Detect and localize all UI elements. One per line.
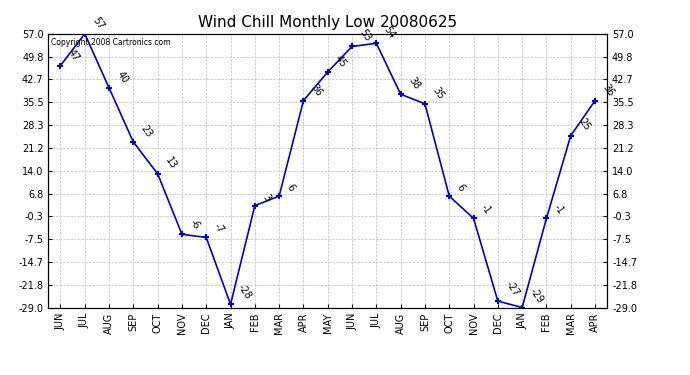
Text: 53: 53 — [357, 28, 373, 44]
Text: 35: 35 — [431, 85, 446, 101]
Text: -7: -7 — [212, 221, 226, 235]
Text: -28: -28 — [236, 283, 253, 302]
Text: 54: 54 — [382, 25, 397, 40]
Text: 6: 6 — [455, 183, 466, 193]
Text: 3: 3 — [260, 192, 272, 203]
Text: -1: -1 — [479, 202, 493, 216]
Text: -6: -6 — [188, 218, 201, 231]
Text: 45: 45 — [333, 53, 348, 69]
Text: 25: 25 — [576, 117, 591, 133]
Text: 6: 6 — [285, 183, 297, 193]
Text: 38: 38 — [406, 76, 422, 92]
Text: -1: -1 — [552, 202, 566, 216]
Text: -27: -27 — [504, 279, 521, 298]
Text: 47: 47 — [66, 47, 81, 63]
Text: 13: 13 — [164, 155, 179, 171]
Text: -29: -29 — [528, 286, 545, 305]
Text: 23: 23 — [139, 123, 154, 139]
Text: 36: 36 — [309, 82, 324, 98]
Title: Wind Chill Monthly Low 20080625: Wind Chill Monthly Low 20080625 — [198, 15, 457, 30]
Text: Copyright 2008 Cartronics.com: Copyright 2008 Cartronics.com — [51, 38, 170, 47]
Text: 36: 36 — [600, 82, 615, 98]
Text: 40: 40 — [115, 69, 130, 85]
Text: 57: 57 — [90, 15, 106, 31]
